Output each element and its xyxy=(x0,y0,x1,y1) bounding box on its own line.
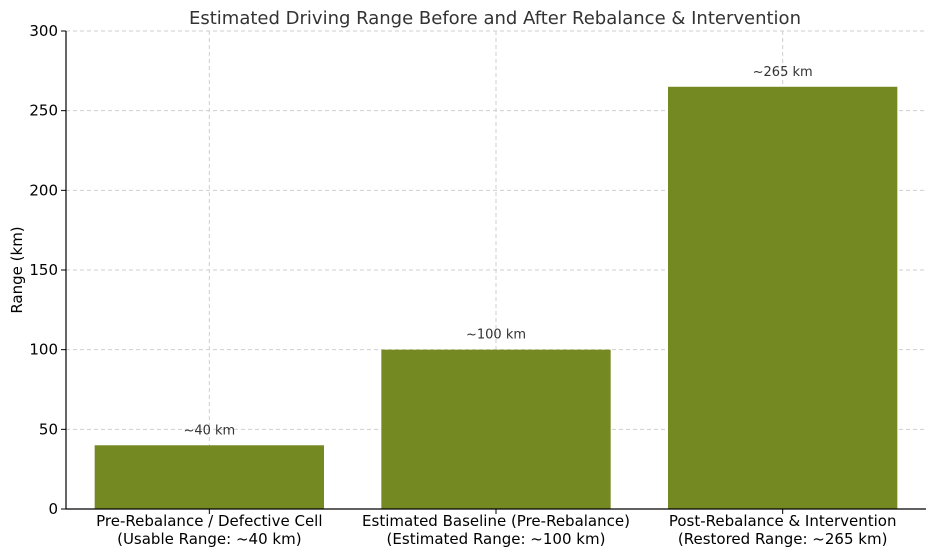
bar-data-label: ~100 km xyxy=(466,328,526,343)
x-tick-label: (Usable Range: ~40 km) xyxy=(117,530,301,548)
y-axis-label: Range (km) xyxy=(8,226,26,313)
y-tick-label: 100 xyxy=(29,341,58,359)
x-tick-label: (Restored Range: ~265 km) xyxy=(678,530,888,548)
y-tick-label: 50 xyxy=(39,420,58,438)
bar xyxy=(668,86,898,510)
x-tick-label: (Estimated Range: ~100 km) xyxy=(387,530,606,548)
y-tick-label: 300 xyxy=(29,22,58,40)
axis-layer xyxy=(61,30,926,514)
x-tick-label: Post-Rebalance & Intervention xyxy=(669,512,897,530)
bar-layer xyxy=(94,86,898,510)
bar-data-label: ~265 km xyxy=(753,65,813,80)
y-tick-label: 150 xyxy=(29,261,58,279)
y-tick-label: 0 xyxy=(48,500,58,518)
grid-layer xyxy=(66,30,926,509)
y-tick-label: 200 xyxy=(29,181,58,199)
bar-data-label: ~40 km xyxy=(183,423,235,438)
x-tick-label: Estimated Baseline (Pre-Rebalance) xyxy=(362,512,630,530)
x-tick-label: Pre-Rebalance / Defective Cell xyxy=(96,512,322,530)
y-tick-label: 250 xyxy=(29,102,58,120)
bar xyxy=(94,445,325,509)
chart-title: Estimated Driving Range Before and After… xyxy=(189,8,801,29)
bar xyxy=(381,349,611,509)
label-layer: 0 50 100 150 200 250 300 ~40 km Pre-Rebalance / … xyxy=(29,22,896,548)
